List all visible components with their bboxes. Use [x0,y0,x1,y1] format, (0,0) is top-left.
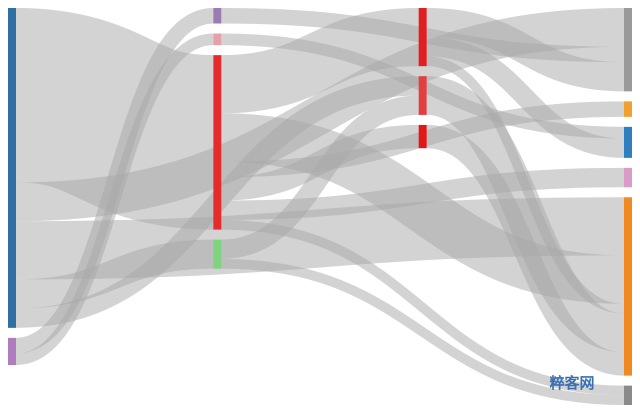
node [418,124,427,149]
node [624,126,632,158]
node [213,55,222,230]
node [624,385,632,405]
node [624,8,632,92]
links [13,8,626,406]
node [418,76,427,115]
flow [424,76,626,353]
node [213,8,222,24]
node [624,197,632,376]
node [624,167,632,188]
node [8,8,16,328]
flow [220,8,420,114]
node [213,33,222,46]
flow [220,95,420,259]
flow [221,219,625,396]
watermark: 粹客网 [549,374,594,392]
flow [426,8,625,92]
node [418,8,427,67]
flow [425,124,626,376]
flow [426,37,625,158]
node [213,239,222,269]
flow [13,8,216,230]
node [8,337,16,365]
flow [15,33,214,365]
node [624,101,632,117]
nodes [8,8,632,405]
flow [221,258,625,406]
